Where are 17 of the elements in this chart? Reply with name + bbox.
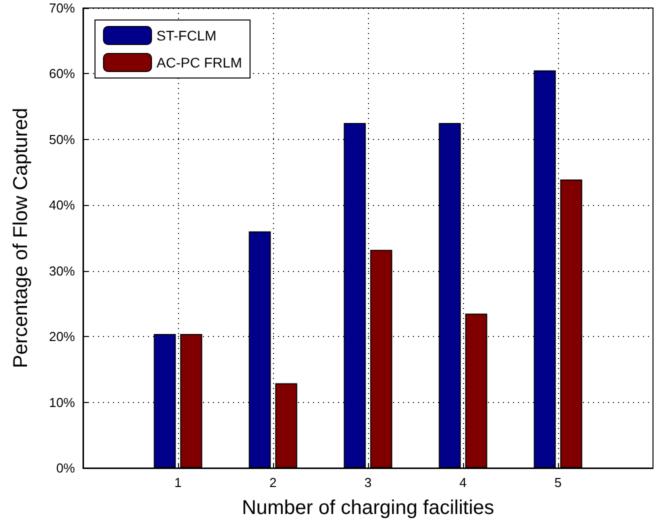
x-tick-label: 4: [459, 475, 467, 490]
y-tick-label: 30%: [48, 263, 76, 278]
x-tick-label: 1: [174, 475, 182, 490]
x-tick-label: 3: [364, 475, 372, 490]
x-tick-label: 5: [554, 475, 562, 490]
legend-label: ST-FCLM: [156, 28, 216, 44]
y-tick-label: 0%: [56, 460, 76, 476]
x-axis-title: Number of charging facilities: [242, 497, 494, 519]
legend-label: AC-PC FRLM: [156, 54, 242, 70]
y-tick-label: 20%: [48, 329, 76, 344]
y-tick-label: 60%: [48, 66, 76, 82]
y-axis-title: Percentage of Flow Captured: [10, 108, 32, 368]
y-tick-label: 70%: [48, 0, 76, 16]
y-tick-label: 50%: [48, 132, 76, 147]
x-tick-label: 2: [269, 475, 277, 490]
y-tick-label: 40%: [48, 198, 76, 213]
y-tick-label: 10%: [48, 394, 76, 410]
